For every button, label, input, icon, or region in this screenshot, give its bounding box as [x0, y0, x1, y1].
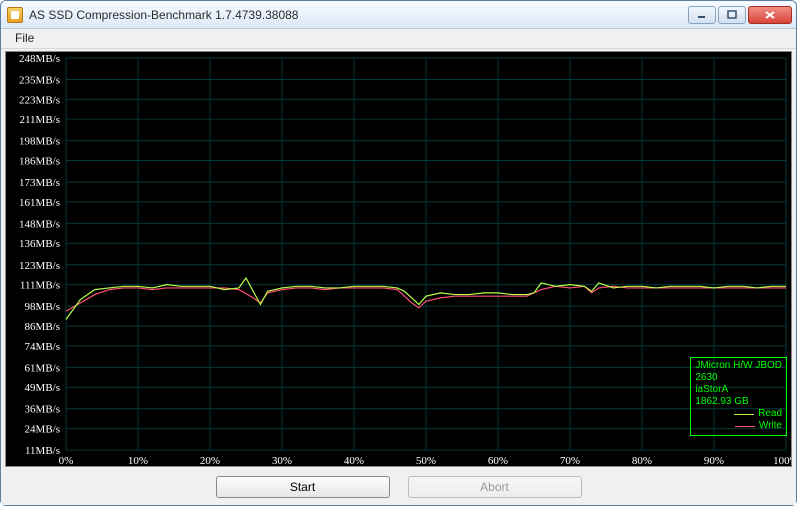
svg-text:49MB/s: 49MB/s [25, 382, 60, 394]
svg-text:100%: 100% [773, 455, 791, 466]
svg-text:40%: 40% [344, 455, 364, 466]
maximize-button[interactable] [718, 6, 746, 24]
svg-text:50%: 50% [416, 455, 436, 466]
menubar: File [1, 29, 796, 49]
svg-text:80%: 80% [632, 455, 652, 466]
legend-box: JMicron H/W JBOD 2630 iaStorA 1862.93 GB… [690, 357, 787, 436]
legend-model: 2630 [695, 372, 782, 384]
svg-text:235MB/s: 235MB/s [19, 74, 60, 86]
svg-text:10%: 10% [128, 455, 148, 466]
svg-text:148MB/s: 148MB/s [19, 218, 60, 230]
svg-text:36MB/s: 36MB/s [25, 404, 60, 416]
svg-text:223MB/s: 223MB/s [19, 94, 60, 106]
svg-text:211MB/s: 211MB/s [19, 114, 60, 126]
legend-driver: iaStorA [695, 384, 782, 396]
window-buttons [688, 6, 792, 24]
legend-read: Read [695, 408, 782, 420]
app-window: AS SSD Compression-Benchmark 1.7.4739.38… [0, 0, 797, 506]
svg-text:248MB/s: 248MB/s [19, 53, 60, 65]
legend-read-label: Read [758, 408, 782, 420]
svg-text:136MB/s: 136MB/s [19, 238, 60, 250]
minimize-button[interactable] [688, 6, 716, 24]
close-button[interactable] [748, 6, 792, 24]
svg-text:74MB/s: 74MB/s [25, 341, 60, 353]
svg-text:90%: 90% [704, 455, 724, 466]
app-icon [7, 7, 23, 23]
start-button[interactable]: Start [216, 476, 390, 498]
legend-capacity: 1862.93 GB [695, 396, 782, 408]
titlebar[interactable]: AS SSD Compression-Benchmark 1.7.4739.38… [1, 1, 796, 29]
svg-text:98MB/s: 98MB/s [25, 301, 60, 313]
svg-text:123MB/s: 123MB/s [19, 260, 60, 272]
svg-text:198MB/s: 198MB/s [19, 136, 60, 148]
svg-text:30%: 30% [272, 455, 292, 466]
legend-write: Write [695, 420, 782, 432]
svg-text:24MB/s: 24MB/s [25, 424, 60, 436]
svg-text:11MB/s: 11MB/s [25, 445, 60, 457]
menu-file[interactable]: File [9, 29, 40, 47]
svg-text:0%: 0% [59, 455, 74, 466]
chart-area: 248MB/s 235MB/s 223MB/s 211MB/s 198MB/s 186MB… [5, 51, 792, 467]
svg-text:161MB/s: 161MB/s [19, 197, 60, 209]
svg-text:61MB/s: 61MB/s [25, 362, 60, 374]
content-area: 248MB/s 235MB/s 223MB/s 211MB/s 198MB/s 186MB… [1, 49, 796, 505]
legend-device: JMicron H/W JBOD [695, 360, 782, 372]
compression-chart: 248MB/s 235MB/s 223MB/s 211MB/s 198MB/s 186MB… [6, 52, 791, 466]
svg-text:173MB/s: 173MB/s [19, 177, 60, 189]
svg-text:111MB/s: 111MB/s [20, 280, 60, 292]
svg-text:86MB/s: 86MB/s [25, 321, 60, 333]
abort-button: Abort [408, 476, 582, 498]
window-title: AS SSD Compression-Benchmark 1.7.4739.38… [29, 8, 688, 22]
svg-text:20%: 20% [200, 455, 220, 466]
svg-text:70%: 70% [560, 455, 580, 466]
button-bar: Start Abort [5, 467, 792, 501]
legend-write-label: Write [759, 420, 782, 432]
svg-text:186MB/s: 186MB/s [19, 156, 60, 168]
svg-text:60%: 60% [488, 455, 508, 466]
